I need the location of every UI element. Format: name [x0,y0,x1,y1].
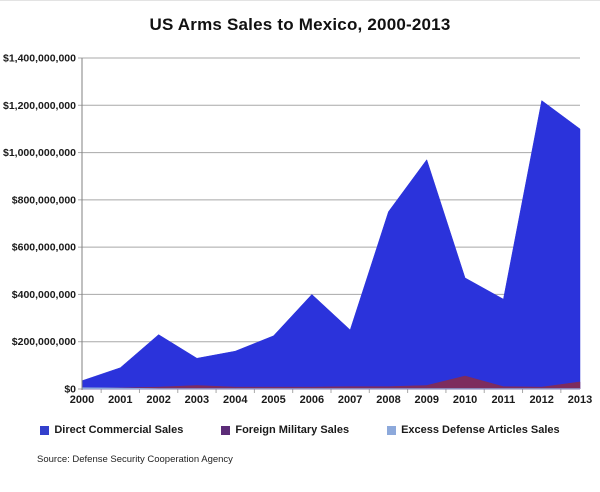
area-direct-commercial-sales [81,100,581,390]
y-tick-label: $1,400,000,000 [3,53,76,65]
y-tick-label: $400,000,000 [12,289,76,301]
y-tick-label: $1,000,000,000 [3,147,76,159]
legend-item-excess-defense-articles-sales: Excess Defense Articles Sales [387,424,560,436]
x-tick-label: 2001 [108,394,132,406]
y-tick-label: $200,000,000 [12,336,76,348]
legend-item-direct-commercial-sales: Direct Commercial Sales [40,424,183,436]
legend-swatch-direct-commercial-sales [40,425,50,435]
y-tick-label: $0 [64,384,76,396]
y-tick-label: $800,000,000 [12,194,76,206]
x-tick-label: 2013 [568,394,592,406]
x-tick-label: 2002 [146,394,170,406]
x-tick-label: 2012 [529,394,553,406]
legend-label-foreign-military-sales: Foreign Military Sales [235,424,350,436]
legend-swatch-excess-defense-articles-sales [387,425,397,435]
x-tick-label: 2004 [223,394,248,406]
x-tick-label: 2005 [261,394,285,406]
x-tick-label: 2009 [415,394,439,406]
x-tick-label: 2006 [300,394,324,406]
x-tick-label: 2011 [491,394,515,406]
legend-label-excess-defense-articles-sales: Excess Defense Articles Sales [401,424,560,436]
x-tick-label: 2007 [338,394,362,406]
legend-swatch-foreign-military-sales [221,425,231,435]
chart-title: US Arms Sales to Mexico, 2000-2013 [149,15,451,34]
x-tick-label: 2010 [453,394,477,406]
y-tick-label: $1,200,000,000 [3,100,76,112]
legend-item-foreign-military-sales: Foreign Military Sales [221,424,349,436]
area-excess-defense-articles-sales [81,387,581,390]
chart-legend: Direct Commercial Sales Foreign Military… [0,421,600,439]
y-tick-label: $600,000,000 [12,242,76,254]
area-foreign-military-sales [81,375,581,390]
source-note: Source: Defense Security Cooperation Age… [37,454,233,465]
legend-label-direct-commercial-sales: Direct Commercial Sales [54,424,184,436]
area-chart: $0 $200,000,000 $400,000,000 $600,000,000 $8… [3,53,592,407]
x-tick-label: 2003 [185,394,209,406]
x-tick-label: 2000 [70,394,94,406]
x-tick-label: 2008 [376,394,400,406]
